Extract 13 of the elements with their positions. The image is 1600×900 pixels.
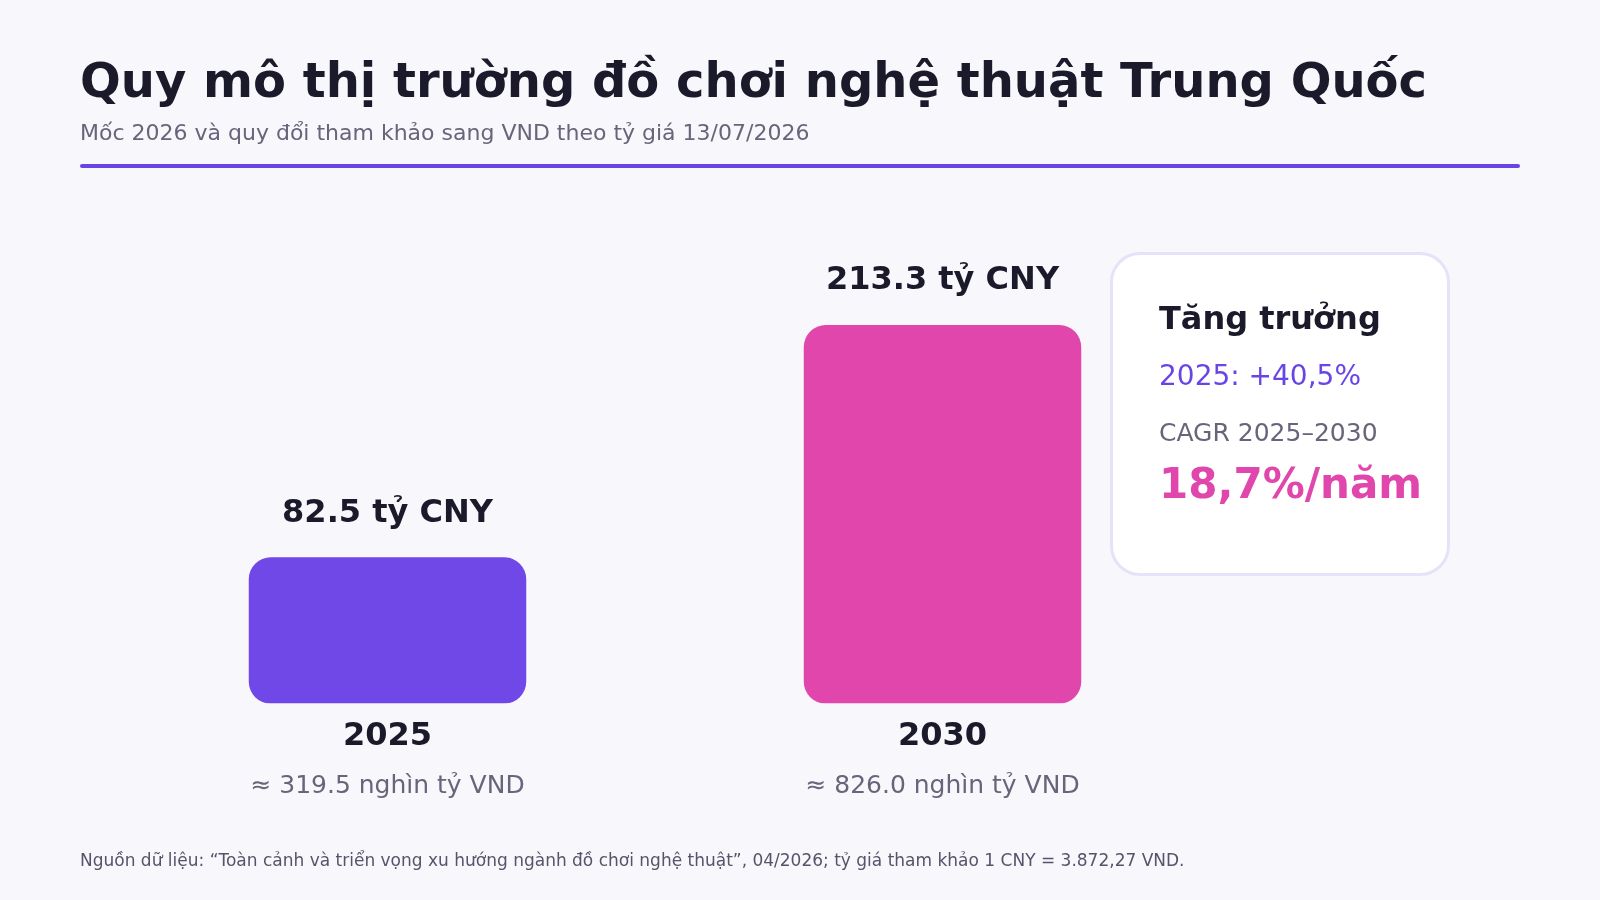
text: Nguồn dữ liệu: “Toàn cảnh và triển vọng xu hướng ngành đồ chơi nghệ thuật”, 04/2026; tỷ giá tham khảo 1 CNY = 3.872,27 VND. <box>80 850 1185 870</box>
annotation: Tăng trưởng <box>1159 299 1382 337</box>
text: ≈ 319.5 nghìn tỷ VND <box>250 769 525 799</box>
chart-title: Quy mô thị trường đồ chơi nghệ thuật Trung Quốc <box>80 52 1428 108</box>
x-tick-label: 2025 <box>342 715 433 754</box>
chart-subtitle: Mốc 2026 và quy đổi tham khảo sang VND theo tỷ giá 13/07/2026 <box>80 120 810 145</box>
data-label: 213.3 tỷ CNY <box>825 259 1060 298</box>
text: ≈ 826.0 nghìn tỷ VND <box>805 769 1080 799</box>
annotation: 2025: +40,5% <box>1159 359 1362 392</box>
annotation: 18,7%/năm <box>1159 459 1424 508</box>
annotation: CAGR 2025–2030 <box>1159 418 1379 447</box>
x-tick-label: 2030 <box>897 715 988 754</box>
data-label: 82.5 tỷ CNY <box>282 491 494 530</box>
